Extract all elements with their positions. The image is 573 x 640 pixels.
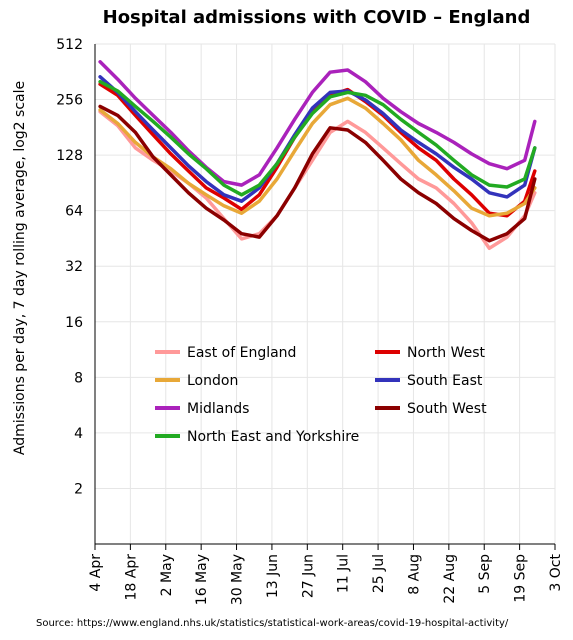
y-tick-label: 64 [65,204,83,220]
x-tick-label: 27 Jun [300,554,316,598]
y-tick-label: 4 [74,426,83,442]
x-tick-label: 11 Jul [336,554,352,593]
series-line-south-east [98,75,537,203]
series-lines [98,60,537,251]
x-tick-label: 30 May [230,554,246,605]
x-tick-label: 2 May [159,554,175,596]
legend-label: Midlands [187,401,249,417]
axes: 2 4 8 16 32 64 128 256 512 4 Apr 18 Apr 2 May 16 May… [56,37,564,605]
y-axis-label: Admissions per day, 7 day rolling averag… [12,81,28,455]
y-tick-label: 128 [56,148,83,164]
series-line-midlands [98,60,537,187]
series-line-london [98,96,537,218]
legend-label: South East [407,373,483,389]
legend-label: North West [407,345,486,361]
x-tick-label: 13 Jun [265,554,281,598]
chart-title: Hospital admissions with COVID – England [102,7,531,28]
x-tick-label: 4 Apr [88,554,104,592]
x-tick-label: 18 Apr [123,554,139,601]
y-tick-label: 8 [74,370,83,386]
grid [94,43,556,544]
y-tick-label: 32 [65,259,83,275]
x-tick-label: 3 Oct [548,554,564,592]
x-tick-label: 5 Sep [477,554,493,594]
legend-label: South West [407,401,487,417]
x-tick-label: 19 Sep [513,554,529,603]
source-note: Source: https://www.england.nhs.uk/stati… [36,618,509,629]
series-line-south-west [98,104,537,243]
x-tick-label: 8 Aug [406,554,422,595]
legend-label: North East and Yorkshire [187,429,359,445]
y-tick-label: 16 [65,315,83,331]
series-line-north-east-and-yorkshire [98,79,537,197]
y-tick-label: 256 [56,93,83,109]
y-tick-label: 512 [56,37,83,53]
y-tick-label: 2 [74,481,83,497]
legend: East of England London Midlands North East … [155,345,487,445]
x-tick-label: 16 May [194,554,210,605]
legend-label: London [187,373,238,389]
x-tick-label: 25 Jul [371,554,387,593]
x-tick-label: 22 Aug [442,554,458,604]
legend-label: East of England [187,345,296,361]
